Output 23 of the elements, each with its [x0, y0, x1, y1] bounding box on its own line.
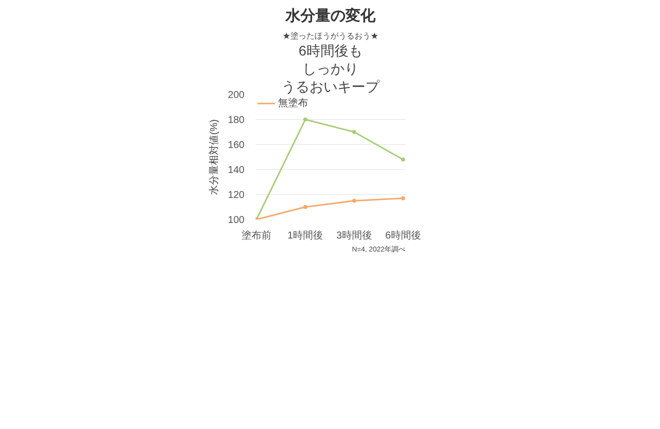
point [401, 158, 406, 162]
point [303, 118, 308, 122]
x-tick-label: 塗布前 [241, 230, 272, 242]
y-tick-label: 180 [228, 115, 245, 126]
annotation: うるおいキープ [282, 78, 380, 94]
x-tick-label: 6時間後 [385, 230, 421, 242]
point [352, 198, 356, 203]
y-tick-label: 160 [228, 140, 245, 151]
point [401, 196, 406, 200]
y-tick-label: 100 [228, 215, 245, 226]
point [352, 130, 356, 134]
x-tick-label: 1時間後 [288, 230, 324, 242]
y-tick-label: 140 [228, 165, 245, 176]
text: しっかり [302, 60, 358, 76]
y-tick-label: 120 [228, 190, 245, 201]
point [303, 205, 308, 209]
y-axis-title: 水分量相対値(%) [208, 119, 220, 195]
x-tick-label: 3時間後 [336, 230, 372, 242]
y-tick-label: 200 [228, 90, 245, 101]
legend-label: 無塗布 [278, 97, 308, 110]
text: ★塗ったほうがうるおう★ [282, 32, 378, 40]
chart-title: 水分量の変化 [284, 6, 376, 24]
text: 6時間後も [298, 42, 362, 58]
